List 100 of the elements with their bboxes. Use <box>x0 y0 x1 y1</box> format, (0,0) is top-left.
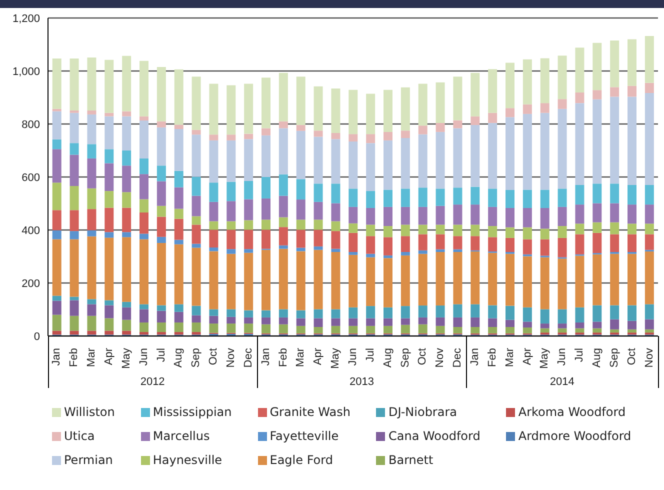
bar <box>575 92 584 104</box>
bar <box>575 103 584 185</box>
bar <box>209 182 218 202</box>
bar <box>348 254 358 308</box>
bar <box>400 224 410 236</box>
bar <box>262 230 270 249</box>
bar <box>87 114 96 144</box>
bar <box>644 184 654 205</box>
bar <box>331 88 340 134</box>
bar <box>278 196 288 218</box>
bar <box>610 184 620 204</box>
bar <box>384 258 392 308</box>
bar <box>558 99 567 109</box>
bar <box>226 316 236 324</box>
y-tick-label: 0 <box>34 330 40 343</box>
bar <box>87 158 96 188</box>
bar <box>70 330 79 335</box>
bar <box>418 250 428 254</box>
bar <box>366 134 376 144</box>
x-tick-label: Sep <box>608 348 620 368</box>
bar <box>278 309 288 318</box>
bar <box>140 120 148 158</box>
bar <box>522 328 532 334</box>
bar <box>436 224 445 234</box>
bar <box>262 220 270 230</box>
bar <box>244 220 254 230</box>
bar <box>104 330 114 335</box>
bar <box>104 238 114 300</box>
bar <box>540 208 550 229</box>
bar <box>522 59 532 104</box>
bar <box>628 329 636 333</box>
bar <box>87 304 96 316</box>
bar <box>418 134 428 188</box>
bar <box>278 128 288 174</box>
bar <box>610 234 620 252</box>
bar <box>400 306 410 318</box>
bar <box>558 324 567 328</box>
bar <box>104 305 114 318</box>
x-tick-label: May <box>538 348 551 369</box>
bar <box>453 326 462 334</box>
bar <box>87 330 96 335</box>
x-tick-label: Jun <box>556 348 568 366</box>
bar <box>52 230 62 240</box>
bar <box>453 249 462 252</box>
bar <box>278 324 288 334</box>
bar <box>522 322 532 328</box>
bar <box>209 230 218 248</box>
bar <box>558 328 567 333</box>
x-tick-label: Nov <box>225 348 237 368</box>
bar <box>122 111 132 116</box>
bar <box>122 307 132 320</box>
bar <box>70 110 79 113</box>
bar <box>192 76 201 130</box>
bar <box>453 236 462 250</box>
bar <box>540 328 550 333</box>
bar <box>628 254 636 306</box>
bar <box>575 234 584 254</box>
bar <box>122 208 132 232</box>
bar <box>592 90 602 100</box>
bar <box>644 304 654 320</box>
bar <box>488 305 498 318</box>
bar <box>314 309 323 318</box>
bar <box>52 182 62 210</box>
bar <box>262 198 270 220</box>
bar <box>488 112 498 123</box>
bar <box>278 121 288 128</box>
bar <box>122 320 132 331</box>
bar <box>400 236 410 252</box>
bar <box>104 163 114 192</box>
bar <box>470 251 480 304</box>
bar <box>140 212 148 234</box>
bar <box>558 206 567 226</box>
bar <box>192 306 201 316</box>
bar <box>348 232 358 252</box>
bar <box>470 224 480 236</box>
bar <box>592 222 602 233</box>
bar <box>366 318 376 326</box>
x-tick-label: Jan <box>50 348 63 366</box>
x-tick-label: Dec <box>242 348 254 368</box>
bar <box>244 249 254 253</box>
bar <box>384 132 392 140</box>
bar <box>156 206 166 217</box>
bar <box>278 217 288 228</box>
x-tick-label: Jul <box>574 348 586 362</box>
bar <box>628 96 636 185</box>
bar <box>192 216 201 225</box>
legend-label: DJ-Niobrara <box>388 405 458 419</box>
bar <box>436 252 445 306</box>
legend-label: Utica <box>64 429 95 443</box>
bar <box>87 316 96 331</box>
bar <box>262 128 270 136</box>
bar <box>384 318 392 326</box>
bar <box>348 318 358 326</box>
bar <box>174 332 184 335</box>
bar <box>209 324 218 333</box>
bar <box>628 39 636 86</box>
bar <box>331 318 340 326</box>
x-tick-label: Jul <box>155 348 168 362</box>
bar <box>522 208 532 228</box>
bar <box>436 326 445 334</box>
